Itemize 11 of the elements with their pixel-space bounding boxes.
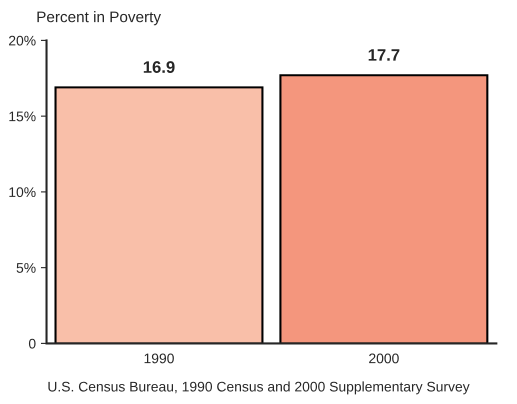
data-label: 17.7 <box>368 49 400 61</box>
y-tick-label: 0 <box>28 338 36 349</box>
y-axis-title: Percent in Poverty <box>37 11 161 26</box>
y-tick-label: 20% <box>9 36 36 46</box>
y-tick-label: 15% <box>9 112 36 122</box>
text: U.S. Census Bureau, 1990 Census and 2000 Supplementary Survey <box>48 381 470 394</box>
data-label: 16.9 <box>144 61 175 73</box>
x-tick-label: 1990 <box>144 353 174 364</box>
x-tick-label: 2000 <box>369 353 399 364</box>
y-tick-label: 10% <box>9 187 36 198</box>
y-tick-label: 5% <box>16 263 36 273</box>
